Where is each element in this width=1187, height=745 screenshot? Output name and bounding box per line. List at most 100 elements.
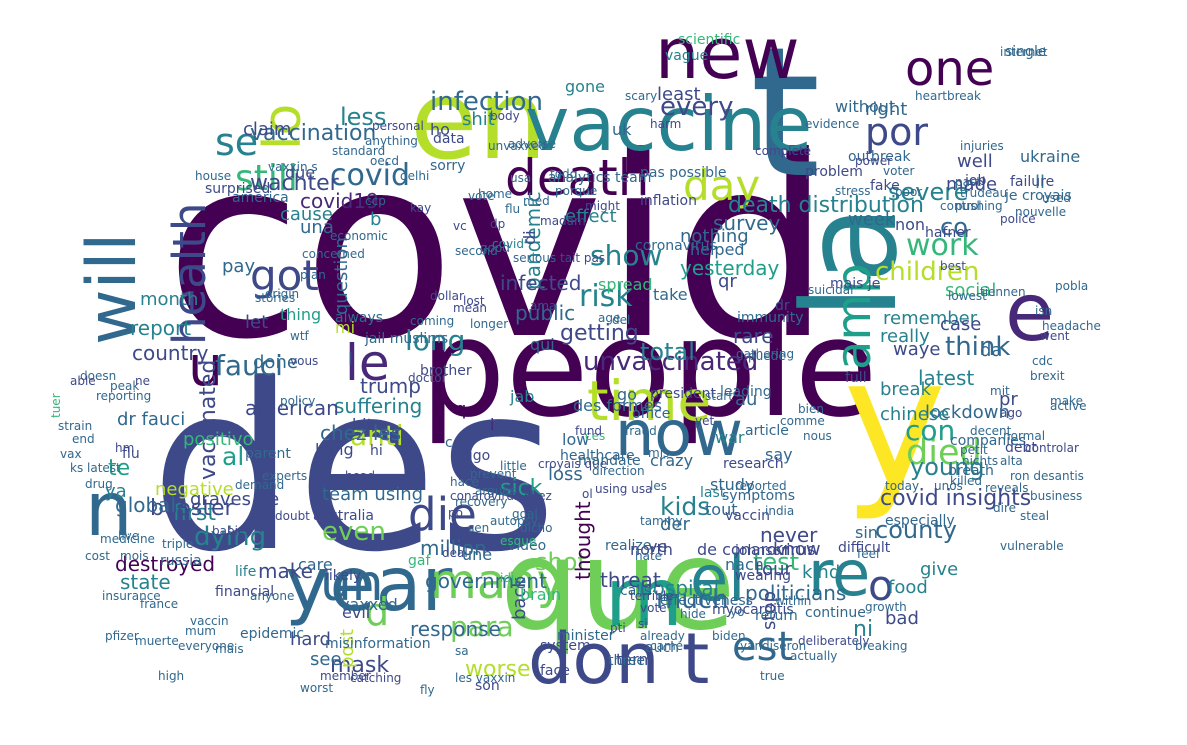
word-vaxxed: vaxxed xyxy=(340,595,398,614)
word-australia: australia xyxy=(313,508,374,524)
word-scientific: scientific xyxy=(678,32,740,48)
word-sick: sick xyxy=(500,476,543,501)
word-food: food xyxy=(888,577,928,598)
word-say: say xyxy=(765,445,793,464)
word-past: past xyxy=(955,175,981,189)
word-mask: mask xyxy=(330,653,389,678)
word-india: india xyxy=(765,504,794,518)
word-dp: dp xyxy=(490,217,505,231)
word-pandemic: pandemic xyxy=(521,191,545,290)
word-without: without xyxy=(835,97,895,116)
word-mi: mi xyxy=(335,318,355,337)
word-live: live xyxy=(118,529,139,543)
word-se: se xyxy=(215,120,258,164)
word-longer: longer xyxy=(470,317,508,331)
word-sin: sin xyxy=(855,523,878,542)
word-police: police xyxy=(1000,212,1036,226)
word-right: right xyxy=(865,99,907,120)
word-direction: direction xyxy=(592,464,645,478)
word-positivo: positivo xyxy=(183,429,254,450)
word-da: da xyxy=(980,340,1002,361)
word-remember: remember xyxy=(883,308,978,329)
word-ks-latest: ks latest xyxy=(70,461,121,475)
word-hace: hace xyxy=(450,475,479,489)
word-deal: deal xyxy=(442,546,468,560)
word-hard: hard xyxy=(290,629,331,650)
word-american: american xyxy=(245,396,339,420)
word-everyone: everyone xyxy=(178,639,234,653)
word-cost: cost xyxy=(85,549,110,563)
word-gaf: gaf xyxy=(408,553,431,569)
word-le: le xyxy=(345,334,390,392)
word-tait-pas: tait pas xyxy=(560,251,605,265)
word-many: many xyxy=(430,554,565,610)
word-catching: catching xyxy=(350,671,401,685)
word-con: con xyxy=(905,414,955,447)
word-doubt: doubt xyxy=(275,509,310,523)
word-les: les xyxy=(650,479,667,493)
word-vote: vote xyxy=(468,189,495,203)
word-case: case xyxy=(940,314,981,335)
word-ni: ni xyxy=(853,617,873,642)
word-tout: tout xyxy=(705,500,737,519)
word-experts: experts xyxy=(262,469,307,483)
word-dire: dire xyxy=(993,501,1016,515)
word-una: una xyxy=(300,217,334,238)
word-worst: worst xyxy=(300,681,333,695)
word-second: second xyxy=(455,244,498,258)
word-hospital: hospital xyxy=(640,576,719,600)
word-terrible: terrible xyxy=(630,589,673,603)
word-doctor: doctor xyxy=(408,371,447,385)
word-reporting: reporting xyxy=(96,389,151,403)
word-tiennen: tiennen xyxy=(980,285,1026,299)
word-trump: trump xyxy=(360,374,421,398)
word-getting: getting xyxy=(560,321,639,346)
word-alta: alta xyxy=(1000,454,1023,468)
word-pas-possible: pas possible xyxy=(640,165,727,181)
word-public: public xyxy=(515,301,575,325)
word-de-conarovirus: de conarovirus xyxy=(697,540,816,559)
word-post: post xyxy=(337,629,358,668)
word-doesn: doesn xyxy=(80,369,116,383)
word-care: care xyxy=(298,555,333,574)
word-leading: leading xyxy=(720,384,772,400)
word-head: head xyxy=(345,469,375,483)
word-argues: argues xyxy=(475,484,516,498)
word-parent: parent xyxy=(245,446,291,462)
word-week: week xyxy=(848,209,896,230)
word-job: job xyxy=(964,173,986,189)
word-chez-les: chez les xyxy=(320,421,401,445)
word-power: power xyxy=(855,154,892,168)
word-brexit: brexit xyxy=(1030,369,1065,383)
word-breaking: breaking xyxy=(855,639,908,653)
word-scary: scary xyxy=(625,89,657,103)
word-immunity: immunity xyxy=(737,310,804,326)
word-little: little xyxy=(500,459,527,473)
word-peak: peak xyxy=(110,379,139,393)
word-nouvelle: nouvelle xyxy=(1015,205,1066,219)
word-l: l xyxy=(348,349,353,370)
word-anything: anything xyxy=(365,134,418,148)
word-war: war xyxy=(715,428,745,447)
word-growth: growth xyxy=(865,600,907,614)
word-usa: usa xyxy=(510,171,531,185)
word-cdc: cdc xyxy=(1032,354,1053,368)
word-dying: dying xyxy=(194,522,266,552)
word-nothing: nothing xyxy=(680,226,749,247)
word-able: able xyxy=(70,374,96,388)
word-booster: booster xyxy=(150,496,235,521)
word-adverse: adverse xyxy=(508,137,556,151)
word-young: young xyxy=(910,453,985,481)
word-break: break xyxy=(880,379,932,400)
word-threat: threat xyxy=(600,568,661,592)
word-lo: lo xyxy=(253,104,313,150)
word-code: code xyxy=(362,475,401,494)
word-coronavirus: coronavirus xyxy=(635,238,717,254)
word-mois: mois xyxy=(120,549,149,563)
word-data: data xyxy=(433,131,465,147)
word-jab: jab xyxy=(509,387,534,406)
word-evidence: evidence xyxy=(805,117,859,131)
word-controlar: controlar xyxy=(1025,441,1079,455)
word-ago: ago xyxy=(1000,406,1022,420)
